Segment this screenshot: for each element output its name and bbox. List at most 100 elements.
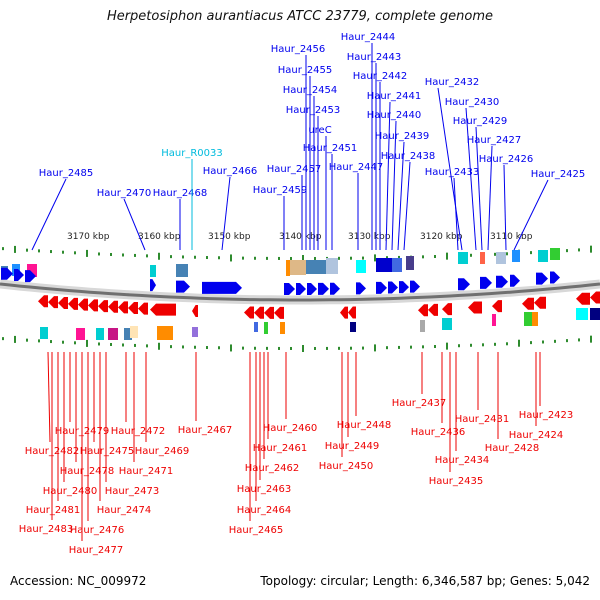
forward-gene-arrow xyxy=(388,281,398,294)
reverse-gene-label: Haur_2423 xyxy=(519,410,574,421)
forward-domain xyxy=(326,258,338,274)
reverse-gene-label: Haur_2450 xyxy=(319,461,374,472)
lower-tick xyxy=(194,345,196,349)
forward-gene-arrow xyxy=(399,281,409,294)
reverse-gene-arrow xyxy=(38,295,48,308)
lower-tick xyxy=(518,339,520,347)
reverse-domain xyxy=(524,312,532,326)
lower-tick xyxy=(314,346,316,350)
lower-tick xyxy=(38,339,40,343)
forward-gene-label: Haur_2454 xyxy=(283,85,338,96)
upper-tick xyxy=(38,249,40,253)
forward-domain xyxy=(286,260,290,276)
lower-tick xyxy=(110,342,112,346)
forward-gene-arrow xyxy=(550,271,560,284)
upper-tick xyxy=(146,254,148,258)
reverse-domain xyxy=(576,308,588,320)
forward-gene-label-leader xyxy=(403,161,411,251)
reverse-domain xyxy=(420,320,425,332)
upper-tick xyxy=(422,255,424,259)
reverse-gene-arrow xyxy=(244,306,254,319)
reverse-gene-label: Haur_2481 xyxy=(26,505,81,516)
upper-tick xyxy=(290,256,292,260)
lower-tick xyxy=(254,346,256,350)
upper-tick xyxy=(110,252,112,256)
accession-text: Accession: NC_009972 xyxy=(10,574,147,588)
reverse-domain xyxy=(350,322,356,332)
reverse-domain xyxy=(40,327,48,339)
forward-gene-label: Haur_2433 xyxy=(425,167,480,178)
upper-tick xyxy=(470,253,472,257)
reverse-gene-label: Haur_2464 xyxy=(237,505,292,516)
forward-gene-arrow xyxy=(410,280,420,293)
lower-tick xyxy=(338,346,340,350)
reverse-gene-arrow xyxy=(254,306,264,319)
reverse-domain xyxy=(192,327,198,337)
upper-tick xyxy=(74,251,76,255)
lower-tick xyxy=(446,342,448,350)
upper-tick xyxy=(86,249,88,257)
forward-gene-label-leader xyxy=(465,107,477,251)
upper-tick xyxy=(302,254,304,262)
forward-domain xyxy=(550,248,560,260)
reverse-gene-arrow xyxy=(576,292,590,305)
upper-tick xyxy=(590,245,592,253)
reverse-gene-arrow xyxy=(522,297,534,310)
lower-tick xyxy=(14,335,16,343)
forward-gene-label: Haur_2459 xyxy=(253,185,308,196)
reverse-gene-arrow xyxy=(48,296,58,309)
upper-tick xyxy=(242,256,244,260)
upper-tick xyxy=(50,250,52,254)
reverse-domain xyxy=(76,328,85,340)
lower-tick xyxy=(470,343,472,347)
upper-tick xyxy=(362,256,364,260)
forward-domain xyxy=(406,256,414,270)
lower-tick xyxy=(62,340,64,344)
forward-gene-label: Haur_2442 xyxy=(353,71,408,82)
reverse-gene-label: Haur_2477 xyxy=(69,545,124,556)
forward-gene-label-leader xyxy=(221,176,231,251)
forward-gene-label: Haur_2429 xyxy=(453,116,508,127)
lower-tick xyxy=(494,342,496,346)
upper-tick xyxy=(2,247,4,251)
forward-gene-arrow xyxy=(318,282,329,295)
reverse-gene-arrow xyxy=(118,301,128,314)
upper-tick xyxy=(386,256,388,260)
upper-tick xyxy=(254,256,256,260)
reverse-gene-arrow xyxy=(428,303,438,316)
reverse-domain xyxy=(130,326,138,338)
forward-domain xyxy=(458,252,468,264)
forward-gene-arrow xyxy=(284,282,295,295)
reverse-gene-label: Haur_2435 xyxy=(429,476,484,487)
forward-gene-arrow xyxy=(510,274,520,287)
forward-gene-label-leader xyxy=(437,87,463,251)
forward-gene-label-leader xyxy=(487,145,493,251)
upper-tick xyxy=(26,248,28,252)
reverse-gene-arrow xyxy=(68,297,78,310)
reverse-gene-label: Haur_2471 xyxy=(119,466,174,477)
lower-tick xyxy=(410,345,412,349)
reverse-gene-arrow xyxy=(138,302,148,315)
forward-gene-label: Haur_2443 xyxy=(347,52,402,63)
upper-tick xyxy=(314,256,316,260)
reverse-gene-label: Haur_2424 xyxy=(509,430,564,441)
lower-tick xyxy=(590,335,592,343)
reverse-gene-arrow xyxy=(192,305,198,318)
lower-tick xyxy=(242,346,244,350)
reverse-gene-arrow xyxy=(274,306,284,319)
scale-label: 3120 kbp xyxy=(420,232,463,242)
forward-gene-label: Haur_2485 xyxy=(39,168,94,179)
lower-tick xyxy=(350,346,352,350)
forward-domain xyxy=(538,250,548,262)
forward-gene-arrow xyxy=(330,282,340,295)
forward-gene-label: Haur_2453 xyxy=(286,105,341,116)
forward-gene-label-leader xyxy=(123,198,146,251)
lower-tick xyxy=(170,345,172,349)
reverse-gene-arrow xyxy=(78,298,88,311)
lower-tick xyxy=(134,343,136,347)
forward-gene-label-leader xyxy=(475,126,483,251)
reverse-gene-arrow xyxy=(128,302,138,315)
scale-label: 3130 kbp xyxy=(348,232,391,242)
reverse-gene-label: Haur_2460 xyxy=(263,423,318,434)
